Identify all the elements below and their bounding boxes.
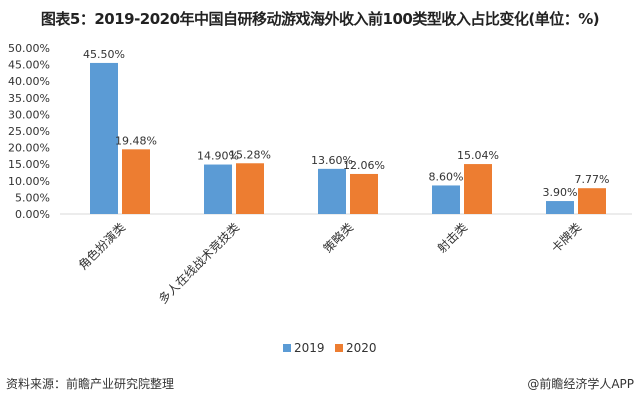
y-tick-label: 30.00%: [8, 108, 50, 121]
y-tick-label: 20.00%: [8, 142, 50, 155]
legend-label: 2019: [294, 341, 325, 355]
data-label: 3.90%: [543, 186, 578, 199]
y-tick-label: 5.00%: [15, 191, 50, 204]
data-label: 12.06%: [343, 159, 385, 172]
data-label: 13.60%: [311, 154, 353, 167]
data-label: 45.50%: [83, 48, 125, 61]
credit-note: @前瞻经济学人APP: [527, 377, 634, 391]
category-label: 射击类: [434, 220, 470, 256]
y-tick-label: 45.00%: [8, 59, 50, 72]
bar-2019: [90, 62, 118, 214]
data-label: 19.48%: [115, 134, 157, 147]
bar-2020: [122, 149, 150, 214]
data-label: 14.90%: [197, 150, 239, 163]
bar-2020: [578, 188, 606, 214]
category-label: 策略类: [320, 220, 356, 256]
data-label: 15.28%: [229, 148, 271, 161]
bar-2019: [318, 168, 346, 214]
y-tick-label: 10.00%: [8, 175, 50, 188]
bar-chart: 0.00% 5.00% 10.00% 15.00% 20.00% 25.00% 30.00%…: [8, 42, 632, 355]
legend-label: 2020: [346, 341, 377, 355]
bar-2020: [350, 173, 378, 214]
source-note: 资料来源：前瞻产业研究院整理: [6, 377, 175, 391]
y-tick-label: 15.00%: [8, 158, 50, 171]
chart-title: 图表5：2019-2020年中国自研移动游戏海外收入前100类型收入占比变化(单…: [40, 10, 600, 28]
bar-2019: [432, 185, 460, 214]
category-label: 卡牌类: [549, 220, 584, 255]
legend-swatch-2019: [283, 344, 291, 352]
category-label: 角色扮演类: [75, 220, 128, 273]
bar-2019: [204, 164, 232, 214]
data-label: 15.04%: [457, 149, 499, 162]
legend-swatch-2020: [335, 344, 343, 352]
category-label: 多人在线战术竞技类: [156, 220, 242, 306]
data-label: 7.77%: [575, 173, 610, 186]
y-tick-label: 50.00%: [8, 42, 50, 55]
bar-2020: [236, 163, 264, 214]
y-tick-label: 40.00%: [8, 75, 50, 88]
y-tick-label: 35.00%: [8, 92, 50, 105]
y-tick-label: 0.00%: [15, 208, 50, 221]
y-tick-label: 25.00%: [8, 125, 50, 138]
bar-2020: [464, 164, 492, 214]
bar-2019: [546, 201, 574, 214]
data-label: 8.60%: [429, 170, 464, 183]
